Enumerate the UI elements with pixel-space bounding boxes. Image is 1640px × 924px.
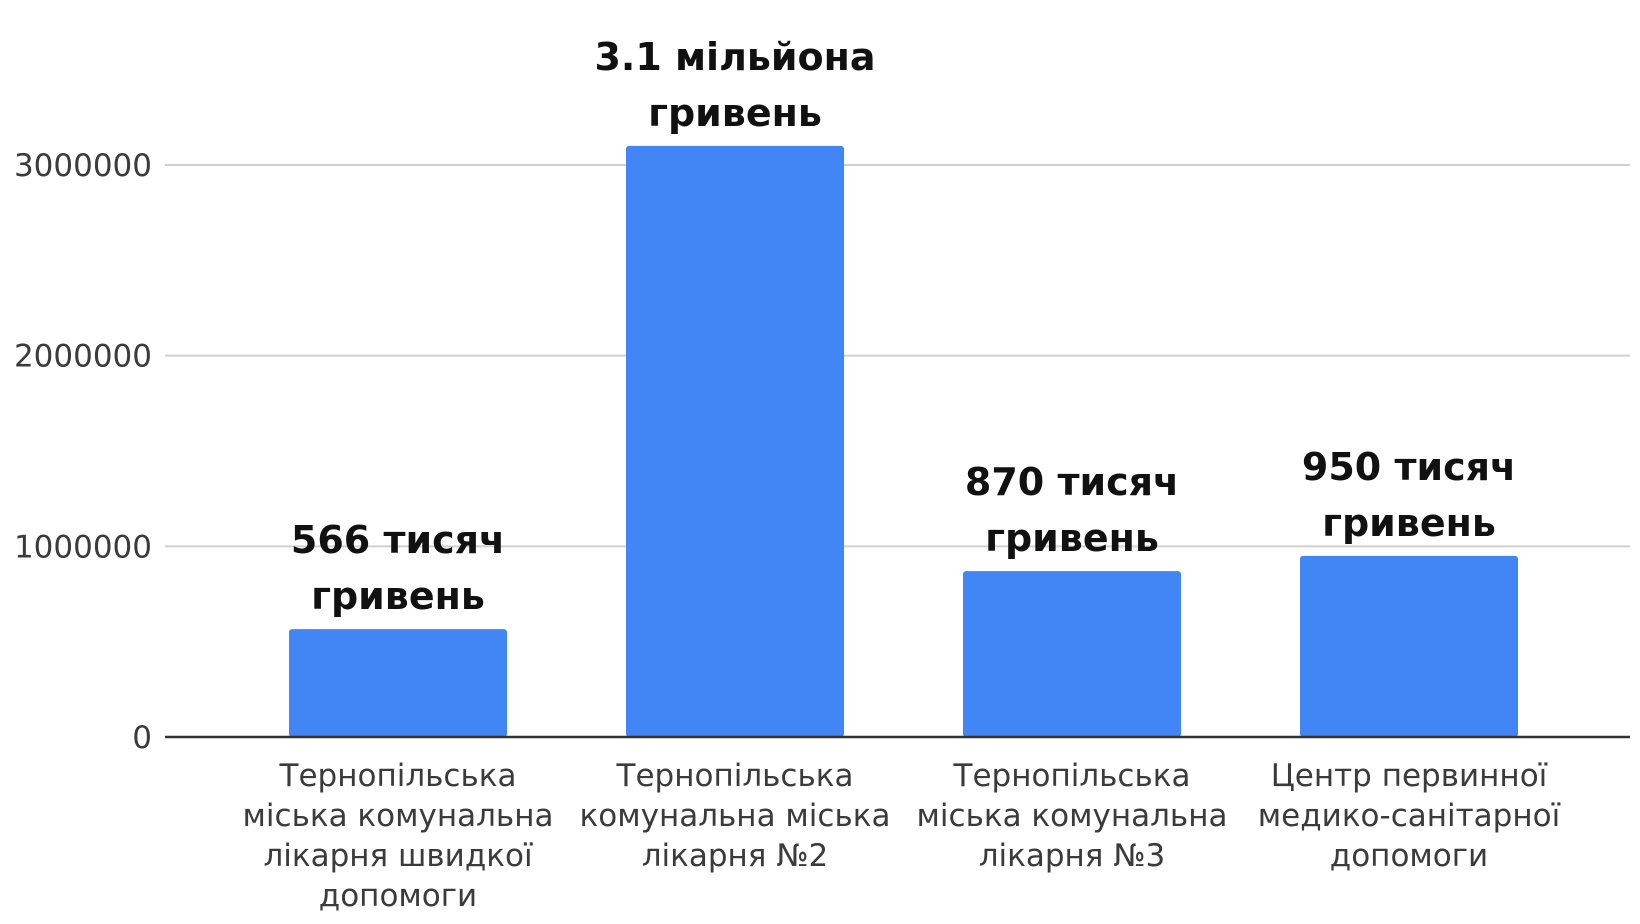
- x-tick-label: Тернопільська комунальна міська лікарня №2: [580, 758, 891, 874]
- x-tick-label-line: міська комунальна: [243, 798, 554, 834]
- x-tick-label-line: лікарня №2: [642, 838, 829, 874]
- x-tick-label-line: медико-санітарної: [1258, 798, 1561, 834]
- data-label-line: 566 тисяч: [291, 518, 505, 562]
- x-tick-label-line: комунальна міська: [580, 798, 891, 834]
- x-tick-label-line: Тернопільська: [279, 758, 517, 794]
- x-tick-label-line: лікарня №3: [979, 838, 1166, 874]
- y-tick-label: 3000000: [14, 148, 152, 184]
- x-tick-label: Центр первинної медико-санітарної допомоги: [1258, 758, 1561, 874]
- data-label: 950 тисяч гривень: [1302, 445, 1516, 545]
- data-label-line: гривень: [1322, 501, 1496, 545]
- bar: [289, 629, 507, 737]
- y-tick-label: 0: [132, 720, 152, 756]
- data-label-line: гривень: [311, 574, 485, 618]
- x-tick-label-line: допомоги: [319, 878, 477, 914]
- bar: [626, 145, 844, 737]
- x-tick-label-line: Тернопільська: [953, 758, 1191, 794]
- x-tick-label: Тернопільська міська комунальна лікарня шв…: [243, 758, 554, 914]
- x-tick-label-line: міська комунальна: [917, 798, 1228, 834]
- data-label: 566 тисяч гривень: [291, 518, 505, 618]
- bar: [963, 571, 1181, 737]
- x-tick-label-line: лікарня швидкої: [263, 838, 533, 874]
- x-tick-label-line: Тернопільська: [616, 758, 854, 794]
- bar: [1300, 555, 1518, 737]
- data-label-line: 950 тисяч: [1302, 445, 1516, 489]
- x-tick-label-line: Центр первинної: [1271, 758, 1548, 794]
- data-label-line: 3.1 мільйона: [594, 35, 875, 79]
- gridlines: [165, 164, 1630, 548]
- axes: 0 1000000 2000000 3000000 Тернопільська міськ…: [14, 148, 1630, 914]
- data-label-line: 870 тисяч: [965, 460, 1179, 504]
- y-tick-label: 1000000: [14, 529, 152, 565]
- x-tick-label: Тернопільська міська комунальна лікарня №3: [917, 758, 1228, 874]
- bars: [289, 145, 1518, 737]
- data-label-line: гривень: [985, 516, 1159, 560]
- data-label: 870 тисяч гривень: [965, 460, 1179, 560]
- data-label: 3.1 мільйона гривень: [594, 35, 875, 135]
- y-tick-label: 2000000: [14, 339, 152, 375]
- data-label-line: гривень: [648, 91, 822, 135]
- x-tick-label-line: допомоги: [1330, 838, 1488, 874]
